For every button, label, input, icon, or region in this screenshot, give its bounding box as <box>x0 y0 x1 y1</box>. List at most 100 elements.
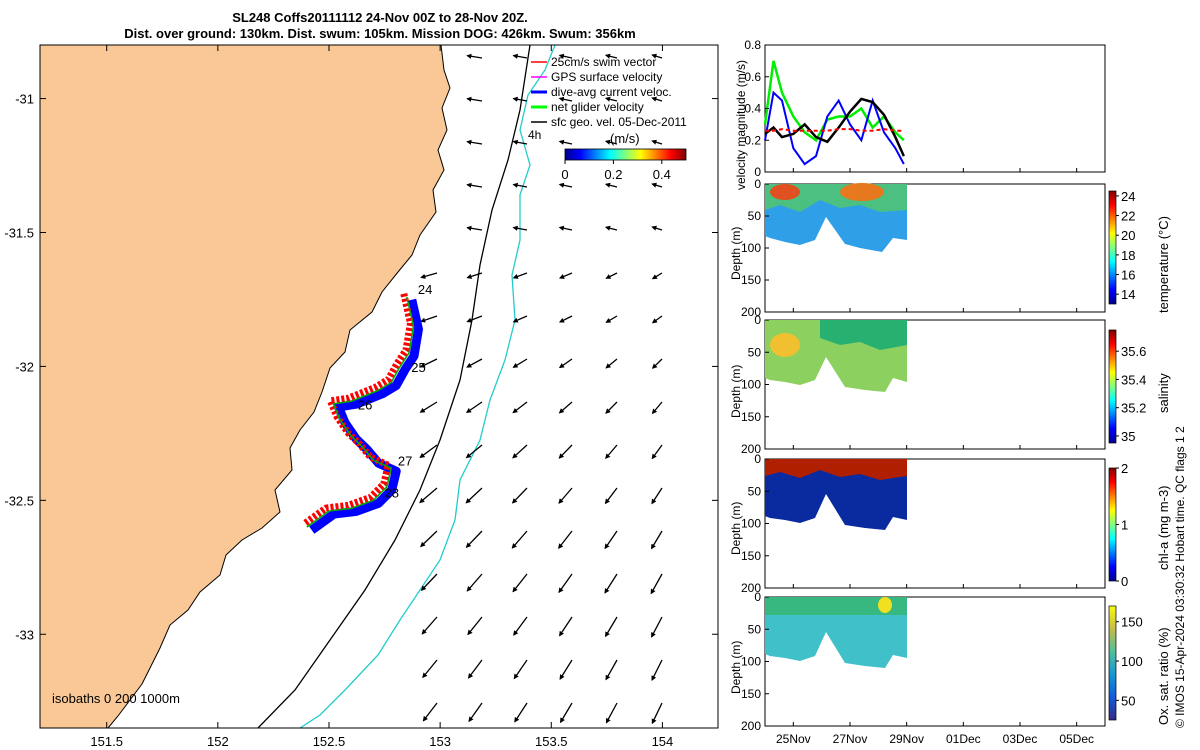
velocity-colorbar-ticks: 0 0.2 0.4 <box>561 160 671 182</box>
chla-cblabel: chl-a (mg m-3) <box>1156 485 1171 570</box>
geo-velocity-arrow <box>558 96 573 102</box>
geo-velocity-arrow <box>466 573 483 592</box>
geo-velocity-arrow <box>466 272 483 279</box>
geo-velocity-arrow <box>604 573 618 594</box>
geo-velocity-arrow <box>651 225 663 231</box>
geo-velocity-arrow <box>513 616 528 636</box>
map-axis-ticks: 151.5 152 152.5 153 153.5 154 -31 -31.5 -32 -32.5… <box>4 45 718 749</box>
temperature-warm-patch <box>840 183 884 201</box>
depth-tick-label: 150 <box>741 687 761 701</box>
x-tick-label: 152.5 <box>313 734 346 749</box>
annotation-4h: 4h <box>528 128 541 142</box>
geo-velocity-arrow <box>604 96 618 102</box>
geo-velocity-arrow <box>558 182 573 188</box>
geo-velocity-arrow <box>559 702 573 724</box>
geo-velocity-arrow <box>466 139 483 145</box>
vel-y-tick-label: 0.4 <box>744 102 761 116</box>
legend-dive-avg: dive-avg current veloc. <box>551 85 672 99</box>
geo-velocity-arrow <box>420 573 438 591</box>
colorbar-tick-label: 35.4 <box>1121 372 1146 387</box>
temperature-cblabel: temperature (°C) <box>1156 216 1171 313</box>
day-marker: 28 <box>385 486 399 501</box>
geo-velocity-arrow <box>605 444 618 460</box>
geo-velocity-arrow <box>512 225 528 231</box>
y-tick-label: -31.5 <box>4 225 34 240</box>
velocity-panel: 0 0.2 0.4 0.6 0.8 velocity magnitude (m/s) <box>734 38 1106 190</box>
geo-velocity-arrow <box>420 530 438 548</box>
geo-velocity-arrow <box>651 358 663 369</box>
depth-tick-label: 50 <box>748 345 762 359</box>
colorbar-tick-label: 20 <box>1121 228 1135 243</box>
time-tick-label: 29Nov <box>889 732 924 746</box>
geo-velocity-arrow <box>422 659 438 679</box>
legend-gps-velocity: GPS surface velocity <box>551 70 662 84</box>
isobath-label: isobaths 0 200 1000m <box>52 691 180 706</box>
geo-velocity-arrow <box>604 225 618 231</box>
temperature-colorbar <box>1108 190 1117 305</box>
colorbar-tick-label: 0 <box>561 167 568 182</box>
geo-velocity-arrow <box>465 444 483 459</box>
geo-velocity-arrow <box>512 358 528 368</box>
geo-velocity-arrow <box>651 444 663 460</box>
geo-velocity-arrow <box>466 53 483 59</box>
colorbar-tick-label: 150 <box>1121 615 1143 630</box>
geo-velocity-arrow <box>651 182 663 188</box>
geo-velocity-arrow <box>651 53 663 59</box>
geo-velocity-arrow <box>419 401 438 413</box>
geo-velocity-arrow <box>559 659 573 680</box>
x-tick-label: 153.5 <box>535 734 568 749</box>
x-tick-label: 153 <box>429 734 451 749</box>
net-glider-track <box>306 296 415 528</box>
colorbar-tick-label: 35.2 <box>1121 401 1146 416</box>
chla-section: Depth (m) chl-a (mg m-3) <box>729 458 1171 589</box>
colorbar-tick-label: 14 <box>1121 287 1135 302</box>
depth-tick-label: 200 <box>741 442 761 456</box>
geo-velocity-arrow <box>651 487 663 505</box>
surface-velocity-vectors <box>419 53 663 725</box>
colorbar-tick-label: 22 <box>1121 209 1135 224</box>
colorbar-tick-label: 100 <box>1121 654 1143 669</box>
glider-track: 24 25 26 27 28 <box>301 282 432 534</box>
geo-velocity-arrow <box>651 315 663 324</box>
y-tick-label: -32.5 <box>4 493 34 508</box>
day-marker: 26 <box>358 397 372 412</box>
geo-velocity-arrow <box>465 530 483 548</box>
salinity-high-patch <box>770 333 800 357</box>
colorbar-tick-label: 0 <box>1121 574 1128 589</box>
geo-velocity-arrow <box>466 182 483 188</box>
geo-velocity-arrow <box>511 530 528 549</box>
colorbar-tick-label: 50 <box>1121 693 1135 708</box>
geo-velocity-arrow <box>558 358 573 369</box>
geo-velocity-arrow <box>513 659 528 680</box>
geo-velocity-arrow <box>558 444 573 459</box>
salinity-cblabel: salinity <box>1156 373 1171 413</box>
geo-velocity-arrow <box>419 444 438 459</box>
geo-velocity-arrow <box>558 139 573 145</box>
geo-velocity-arrow <box>651 401 663 415</box>
depth-tick-label: 200 <box>741 581 761 595</box>
depth-tick-label: 0 <box>754 177 761 191</box>
isobath-200 <box>257 45 531 728</box>
geo-velocity-arrow <box>651 96 663 102</box>
velocity-series-line <box>764 90 905 166</box>
salinity-ylabel: Depth (m) <box>729 365 743 418</box>
legend-sfc-geo: sfc geo. vel. 05-Dec-2011 <box>551 115 687 129</box>
temperature-warm-patch <box>770 184 800 200</box>
depth-tick-label: 150 <box>741 273 761 287</box>
colorbar-tick-label: 24 <box>1121 189 1135 204</box>
time-tick-label: 27Nov <box>833 732 868 746</box>
geo-velocity-arrow <box>604 53 618 59</box>
salinity-colorbar <box>1108 329 1117 444</box>
salinity-section: Depth (m) salinity <box>729 319 1171 450</box>
depth-tick-label: 100 <box>741 655 761 669</box>
geo-velocity-arrow <box>512 182 528 188</box>
geo-velocity-arrow <box>605 401 618 414</box>
depth-tick-label: 100 <box>741 378 761 392</box>
geo-velocity-arrow <box>651 530 663 550</box>
depth-tick-label: 0 <box>754 452 761 466</box>
vel-y-tick-label: 0 <box>754 165 761 179</box>
geo-velocity-arrow <box>512 444 528 459</box>
geo-velocity-arrow <box>466 225 483 231</box>
copyright-text: © IMOS 15-Apr-2024 03:30:32 Hobart time.… <box>1173 426 1187 728</box>
geo-velocity-arrow <box>558 530 573 549</box>
